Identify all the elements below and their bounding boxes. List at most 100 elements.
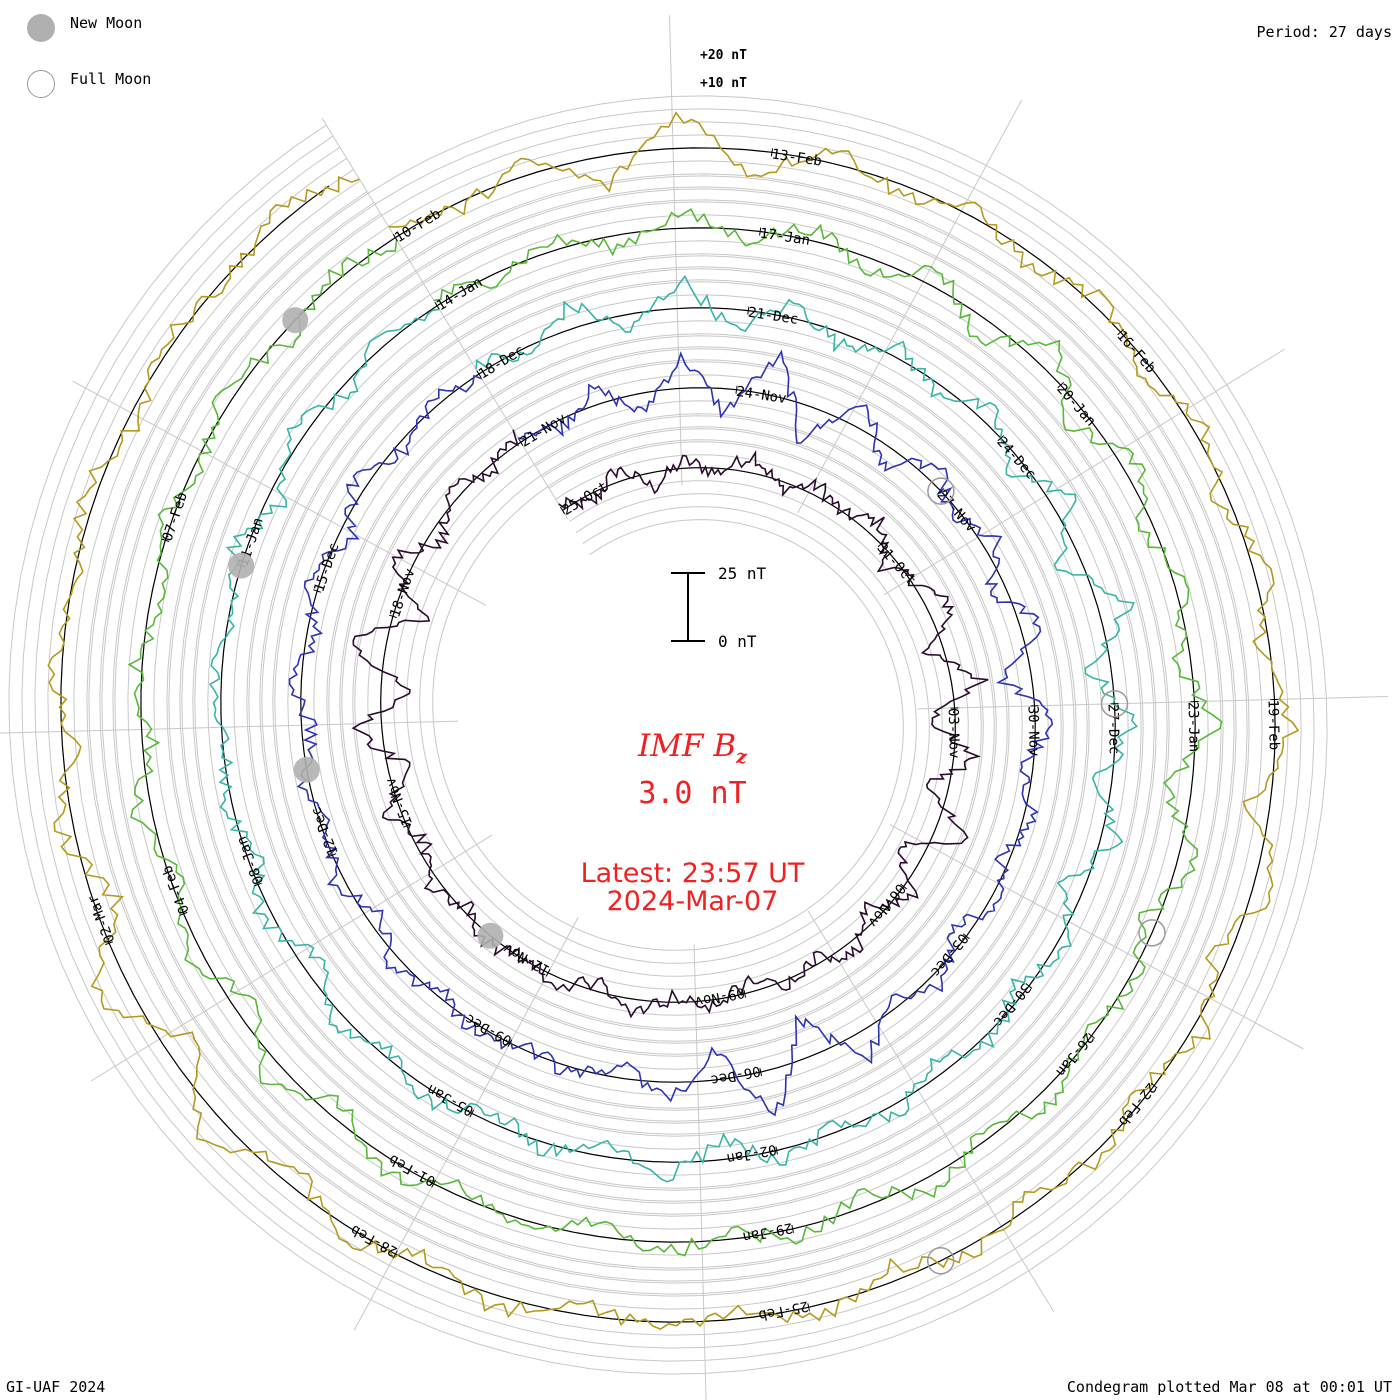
- date-tick-label: 13-Feb: [771, 146, 823, 169]
- date-tick-mark: [161, 538, 170, 542]
- new-moon-marker-icon: [228, 552, 255, 579]
- date-tick-label: 29-Jan: [741, 1219, 794, 1245]
- parameter-title: IMF Bz: [0, 728, 1385, 768]
- date-tick-mark: [545, 969, 551, 977]
- grid-spoke: [669, 15, 683, 486]
- scale-top-label: 25 nT: [718, 564, 767, 583]
- new-moon-marker-icon: [282, 307, 309, 334]
- date-tick-mark: [518, 438, 524, 446]
- grid-spoke: [797, 99, 1023, 514]
- grid-spoke: [883, 348, 1286, 596]
- full-moon-marker-icon: [926, 1247, 955, 1275]
- ring-label-plus20: +20 nT: [700, 48, 747, 63]
- date-tick-label: 06-Dec: [709, 1062, 762, 1088]
- full-moon-legend-icon: [27, 70, 55, 98]
- date-tick-mark: [877, 541, 885, 548]
- date-tick-mark: [179, 911, 188, 916]
- date-tick-label: 03-Nov: [945, 708, 962, 759]
- series-layer: [47, 111, 1300, 1330]
- date-tick-label: 19-Feb: [1265, 699, 1282, 750]
- date-tick-mark: [770, 148, 774, 157]
- date-tick-mark: [313, 589, 322, 593]
- date-tick-label: 25-Feb: [757, 1297, 810, 1323]
- period-label: Period: 27 days: [1256, 23, 1392, 41]
- date-tick-mark: [997, 435, 1005, 442]
- date-tick-mark: [1088, 1032, 1095, 1039]
- series-trace-turn-1: [351, 429, 989, 1019]
- parameter-title-main: IMF B: [638, 728, 737, 764]
- new-moon-marker-icon: [293, 756, 320, 783]
- date-tick-label: 18-Dec: [476, 342, 527, 382]
- date-tick-mark: [743, 989, 747, 998]
- date-tick-mark: [388, 614, 397, 619]
- zero-baseline-layer: [60, 147, 1276, 1323]
- date-tick-mark: [476, 370, 482, 378]
- date-tick-mark: [759, 227, 762, 236]
- moon-marker-layer: [228, 307, 1166, 1275]
- date-tick-mark: [807, 1303, 810, 1312]
- grid-layer: [0, 15, 1388, 1400]
- date-tick-mark: [735, 385, 738, 394]
- date-tick-mark: [507, 1039, 513, 1047]
- date-tick-label: 30-Nov: [1025, 706, 1042, 757]
- series-trace-turn-3: [208, 274, 1138, 1183]
- new-moon-legend-icon: [27, 14, 55, 42]
- date-tick-mark: [962, 933, 970, 940]
- date-tick-mark: [254, 882, 262, 887]
- date-tick-mark: [393, 1250, 398, 1258]
- date-tick-mark: [937, 488, 945, 495]
- grid-spoke: [353, 916, 579, 1331]
- series-trace-turn-4: [127, 208, 1223, 1257]
- date-tick-mark: [431, 1180, 436, 1188]
- date-tick-label: 21-Dec: [747, 305, 799, 328]
- date-tick-label: 23-Jan: [1185, 701, 1202, 752]
- series-trace-turn-2: [288, 349, 1054, 1117]
- new-moon-marker-icon: [477, 922, 504, 949]
- scale-bottom-label: 0 nT: [718, 632, 757, 651]
- date-tick-label: 31-Oct: [874, 540, 919, 588]
- date-tick-mark: [469, 1109, 475, 1118]
- grid-spoke: [72, 380, 487, 606]
- date-tick-mark: [105, 941, 114, 946]
- scale-bar: [671, 572, 705, 642]
- grid-spoke: [917, 696, 1388, 710]
- date-tick-label: 07-Feb: [160, 490, 191, 543]
- full-moon-marker-icon: [1138, 919, 1166, 947]
- zero-baseline: [60, 147, 1276, 1323]
- date-tick-mark: [1025, 983, 1033, 989]
- date-tick-mark: [1057, 382, 1065, 389]
- plotted-timestamp: Condegram plotted Mar 08 at 00:01 UT: [1066, 1378, 1392, 1396]
- full-moon-marker-icon: [927, 477, 955, 505]
- grid-spoke: [90, 834, 493, 1082]
- full-moon-legend-label: Full Moon: [70, 70, 152, 88]
- latest-time: Latest: 23:57 UT: [580, 858, 805, 889]
- date-tick-mark: [747, 306, 750, 315]
- date-tick-mark: [434, 302, 440, 310]
- date-tick-label: 01-Feb: [386, 1151, 438, 1189]
- date-tick-label: 18-Nov: [387, 567, 418, 620]
- date-tick-mark: [791, 1224, 794, 1233]
- date-tick-label: 02-Jan: [725, 1141, 778, 1167]
- date-tick-label: 24-Nov: [735, 384, 787, 407]
- latest-date: 2024-Mar-07: [606, 886, 779, 917]
- credit-label: GI-UAF 2024: [6, 1378, 106, 1396]
- date-tick-mark: [402, 823, 411, 828]
- date-tick-mark: [1117, 329, 1124, 336]
- date-tick-mark: [900, 883, 908, 890]
- new-moon-legend-label: New Moon: [70, 14, 143, 32]
- date-tick-mark: [328, 853, 337, 858]
- current-value: 3.0 nT: [638, 776, 747, 811]
- full-moon-marker-icon: [1100, 689, 1129, 718]
- date-tick-mark: [775, 1146, 778, 1155]
- date-tick-mark: [560, 506, 566, 515]
- parameter-title-subscript: z: [736, 746, 747, 769]
- series-trace-turn-5: [47, 111, 1300, 1330]
- date-tick-label: 15-Dec: [311, 541, 342, 594]
- date-tick-label: 17-Jan: [759, 226, 811, 249]
- date-tick-mark: [392, 233, 398, 242]
- grid-spoke: [807, 910, 1055, 1313]
- grid-spoke: [889, 824, 1304, 1050]
- ring-label-plus10: +10 nT: [700, 76, 747, 91]
